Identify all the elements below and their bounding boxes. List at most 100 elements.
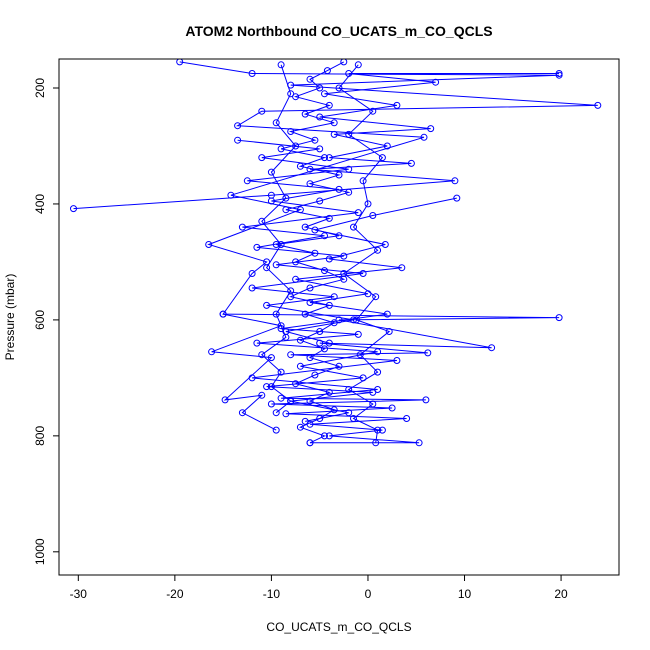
data-point: [364, 200, 372, 208]
data-point: [335, 362, 343, 370]
x-tick-label: -30: [70, 587, 88, 601]
data-point: [272, 409, 280, 417]
data-point: [427, 125, 435, 133]
data-point: [420, 133, 428, 141]
data-point: [272, 119, 280, 127]
data-point: [248, 270, 256, 277]
x-tick-label: -10: [263, 587, 281, 601]
series-line: [179, 61, 598, 431]
data-point: [306, 284, 314, 292]
data-point: [325, 388, 333, 396]
data-point: [407, 159, 415, 167]
data-point: [378, 426, 386, 434]
data-point: [340, 252, 348, 260]
data-point: [594, 101, 602, 109]
data-point: [238, 409, 246, 417]
data-point: [272, 261, 280, 269]
data-point: [354, 209, 362, 217]
data-point: [277, 368, 285, 376]
data-point: [301, 310, 309, 318]
data-point: [325, 154, 333, 162]
data-point: [378, 154, 386, 162]
data-point: [306, 165, 314, 173]
data-point: [238, 223, 246, 231]
data-point: [267, 197, 275, 205]
data-point: [555, 314, 563, 322]
data-point: [321, 232, 328, 240]
data-point: [345, 409, 353, 417]
data-point: [287, 397, 295, 405]
data-point: [432, 78, 440, 86]
data-point: [340, 59, 348, 66]
x-tick-label: 20: [554, 587, 568, 601]
data-point: [282, 333, 290, 341]
data-point: [296, 162, 304, 170]
data-point: [372, 293, 380, 301]
data-point: [321, 345, 328, 353]
data-point: [248, 374, 256, 382]
data-point: [325, 101, 333, 109]
data-point: [325, 214, 333, 222]
data-point: [359, 270, 367, 277]
series-3: [219, 310, 563, 447]
data-point: [316, 113, 324, 121]
data-point: [369, 107, 377, 115]
data-point: [354, 330, 362, 338]
data-point: [208, 348, 216, 356]
data-point: [234, 122, 242, 130]
series-line: [256, 197, 457, 422]
data-point: [388, 404, 396, 412]
data-point: [277, 241, 285, 248]
data-point: [248, 284, 256, 292]
data-point: [415, 439, 423, 447]
data-point: [369, 400, 377, 408]
data-point: [253, 243, 261, 251]
data-point: [374, 426, 382, 434]
data-point: [258, 107, 266, 115]
data-point: [330, 130, 338, 138]
data-point: [321, 154, 328, 162]
data-point: [267, 168, 275, 176]
data-point: [330, 119, 338, 127]
data-point: [352, 316, 360, 324]
plot-frame: [58, 58, 620, 576]
series-line: [261, 64, 297, 414]
data-point: [272, 310, 280, 318]
data-point: [316, 84, 324, 92]
data-point: [287, 90, 295, 98]
x-axis-label: CO_UCATS_m_CO_QCLS: [266, 620, 411, 634]
data-point: [335, 84, 343, 92]
data-point: [287, 351, 295, 359]
series-5: [234, 136, 367, 347]
data-point: [267, 354, 275, 362]
data-point: [306, 75, 314, 83]
data-point: [403, 415, 411, 422]
y-tick-label: 600: [33, 310, 47, 330]
data-point: [316, 145, 324, 153]
data-point: [301, 417, 309, 425]
data-point: [325, 339, 333, 347]
data-point: [258, 217, 266, 225]
data-point: [70, 205, 77, 213]
data-point: [311, 226, 319, 234]
data-point: [263, 301, 271, 309]
data-point: [253, 339, 261, 347]
data-point: [296, 362, 304, 370]
data-point: [272, 426, 280, 434]
data-point: [287, 287, 295, 295]
data-point: [296, 206, 304, 214]
y-tick-label: 800: [33, 426, 47, 446]
data-point: [287, 128, 295, 135]
x-tick-label: 10: [458, 587, 472, 601]
y-tick-label: 400: [33, 194, 47, 214]
data-point: [234, 136, 242, 144]
data-point: [340, 270, 348, 277]
data-point: [453, 194, 461, 202]
data-point: [277, 145, 285, 153]
series-6: [335, 61, 393, 447]
data-point: [451, 177, 459, 185]
data-point: [325, 432, 333, 440]
data-point: [296, 423, 304, 431]
data-point: [301, 223, 309, 231]
data-point: [292, 142, 300, 150]
